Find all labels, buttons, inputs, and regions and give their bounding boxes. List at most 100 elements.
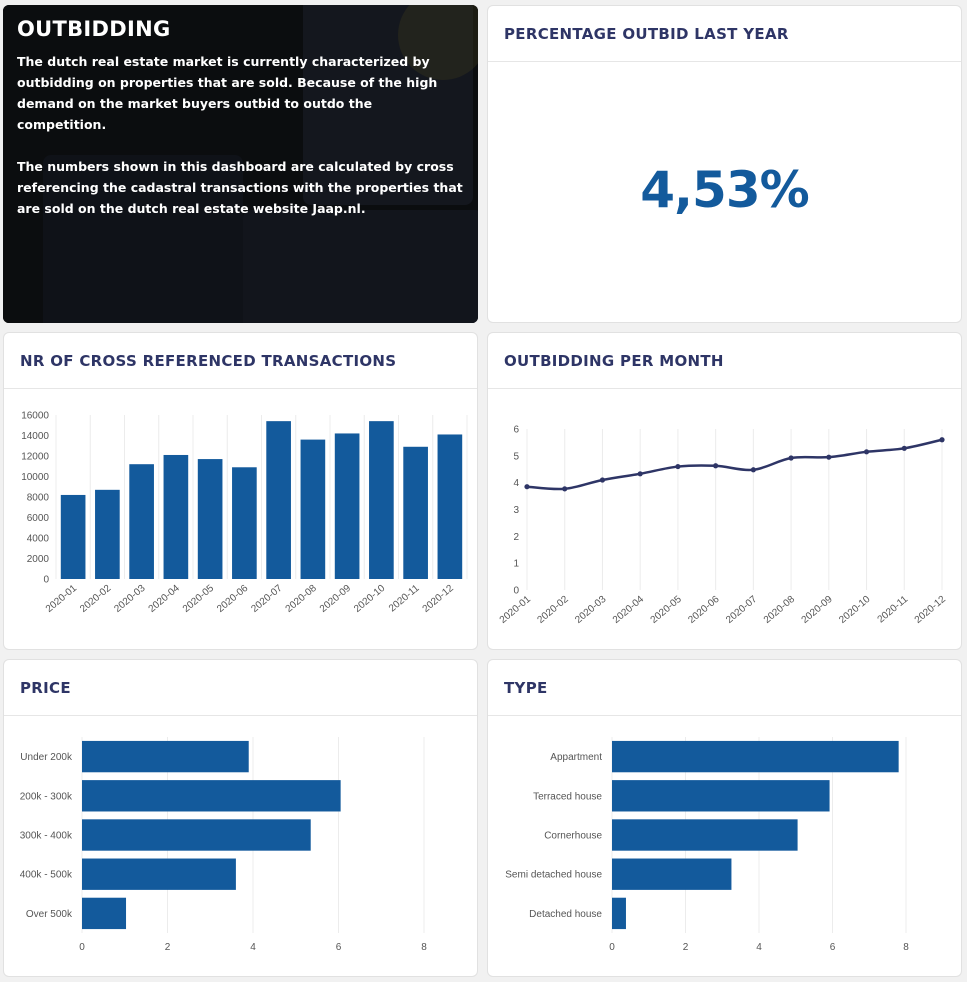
y-tick-label: 14000 <box>21 431 49 442</box>
intro-paragraph-1: The dutch real estate market is currentl… <box>17 54 438 132</box>
x-tick-label: 2020-05 <box>649 594 685 626</box>
x-tick-label: 2020-07 <box>249 583 285 615</box>
price-card: PRICE 0 2 4 6 8 Under 200k 200k - 300k 300k - 4… <box>3 659 478 977</box>
intro-title: OUTBIDDING <box>17 17 171 41</box>
x-tick-label: 2020-04 <box>611 594 647 626</box>
series-line <box>526 438 943 491</box>
x-tick-label: 2020-01 <box>44 583 80 615</box>
point-2020-01 <box>524 484 530 490</box>
x-tick-label: 0 <box>609 942 615 953</box>
point-2020-07 <box>750 467 756 473</box>
y-tick-label: 0 <box>513 586 519 597</box>
x-tick-label: 0 <box>79 942 85 953</box>
kpi-title: PERCENTAGE OUTBID LAST YEAR <box>504 24 789 43</box>
y-tick-label: 6 <box>513 425 519 436</box>
bar-2020-11 <box>403 446 428 579</box>
monthly-header: OUTBIDDING PER MONTH <box>488 333 961 389</box>
y-tick-label: 10000 <box>21 472 49 483</box>
bar-2020-05 <box>197 459 223 579</box>
x-tick-label: 2020-11 <box>387 583 422 615</box>
y-tick-label: 8000 <box>27 493 50 504</box>
point-2020-05 <box>675 463 681 470</box>
type-chart: 0 2 4 6 8 Appartment Terraced house Cornerhouse… <box>505 737 909 953</box>
bar-2020-04 <box>163 454 189 579</box>
x-tick-label: 2020-03 <box>112 583 148 615</box>
y-tick-label: 2 <box>513 532 519 543</box>
x-tick-label: 2020-12 <box>421 583 457 615</box>
intro-paragraph-2: The numbers shown in this dashboard are … <box>17 159 463 216</box>
x-tick-label: 2020-06 <box>686 594 722 626</box>
y-tick-label: 4000 <box>27 534 50 545</box>
bar-Terraced house <box>612 780 830 812</box>
x-tick-label: 2020-11 <box>876 594 911 626</box>
y-tick-label: 1 <box>513 559 519 570</box>
y-tick-label: 12000 <box>21 452 49 463</box>
transactions-title: NR OF CROSS REFERENCED TRANSACTIONS <box>20 351 397 370</box>
x-tick-label: 6 <box>830 942 836 953</box>
x-tick-label: 2020-09 <box>318 583 354 615</box>
y-tick-label: 300k - 400k <box>20 831 73 842</box>
x-tick-label: 2020-08 <box>762 594 798 626</box>
price-header: PRICE <box>4 660 477 716</box>
kpi-card: PERCENTAGE OUTBID LAST YEAR 4,53% <box>487 5 962 323</box>
point-2020-09 <box>826 454 832 460</box>
x-tick-label: 2020-03 <box>573 594 609 626</box>
type-title: TYPE <box>504 678 548 697</box>
point-2020-12 <box>939 437 945 443</box>
type-card: TYPE 0 2 4 6 8 Appartment Terraced house Corner… <box>487 659 962 977</box>
x-tick-label: 2020-12 <box>913 594 949 626</box>
y-tick-label: 16000 <box>21 411 49 422</box>
bar-2020-12 <box>437 434 463 579</box>
bar-2020-06 <box>232 467 257 579</box>
bar-2020-02 <box>95 489 120 579</box>
intro-card: OUTBIDDING The dutch real estate market … <box>3 5 478 323</box>
x-tick-label: 4 <box>756 942 762 953</box>
y-tick-label: 0 <box>43 575 49 586</box>
y-tick-label: 5 <box>513 451 519 462</box>
transactions-chart: 0 2000 4000 6000 8000 10000 12000 14000 16000 202… <box>21 411 468 615</box>
type-header: TYPE <box>488 660 961 716</box>
x-tick-label: 8 <box>903 942 909 953</box>
y-tick-label: Semi detached house <box>505 870 602 881</box>
x-tick-label: 2020-10 <box>837 594 873 626</box>
bar-300k - 400k <box>82 819 311 851</box>
x-tick-label: 2020-06 <box>215 583 251 615</box>
x-tick-label: 2020-07 <box>724 594 760 626</box>
x-tick-label: 2020-10 <box>352 583 388 615</box>
point-2020-11 <box>901 445 907 451</box>
y-tick-label: 200k - 300k <box>20 791 73 802</box>
y-tick-label: Over 500k <box>26 909 73 920</box>
x-tick-label: 4 <box>250 942 256 953</box>
bar-2020-10 <box>369 421 394 579</box>
bar-Cornerhouse <box>612 819 798 851</box>
bar-Semi detached house <box>612 858 732 890</box>
y-tick-label: Terraced house <box>533 791 602 802</box>
bar-2020-08 <box>300 439 326 579</box>
bar-Appartment <box>612 740 899 773</box>
x-tick-label: 2 <box>683 942 689 953</box>
y-tick-label: 400k - 500k <box>20 870 73 881</box>
point-2020-10 <box>863 449 870 455</box>
x-tick-label: 2020-02 <box>535 594 571 626</box>
point-2020-08 <box>788 455 794 461</box>
y-tick-label: 2000 <box>27 554 50 565</box>
x-tick-label: 2020-09 <box>800 594 836 626</box>
bar-Over 500k <box>82 897 127 930</box>
y-tick-label: 6000 <box>27 513 50 524</box>
point-2020-06 <box>713 463 719 469</box>
bar-2020-07 <box>266 421 291 579</box>
y-tick-label: 3 <box>513 505 519 516</box>
point-2020-04 <box>637 471 643 477</box>
x-tick-label: 2 <box>165 942 171 953</box>
price-title: PRICE <box>20 678 71 697</box>
monthly-title: OUTBIDDING PER MONTH <box>504 351 724 370</box>
y-tick-label: Detached house <box>529 909 602 920</box>
x-tick-label: 2020-04 <box>147 583 183 615</box>
bar-400k - 500k <box>82 858 236 890</box>
bar-2020-01 <box>60 494 86 579</box>
bar-Detached house <box>612 897 626 930</box>
monthly-card: OUTBIDDING PER MONTH 0 1 2 3 4 5 6 2020-01 2020-… <box>487 332 962 650</box>
x-tick-label: 2020-08 <box>284 583 320 615</box>
x-tick-label: 8 <box>421 942 427 953</box>
